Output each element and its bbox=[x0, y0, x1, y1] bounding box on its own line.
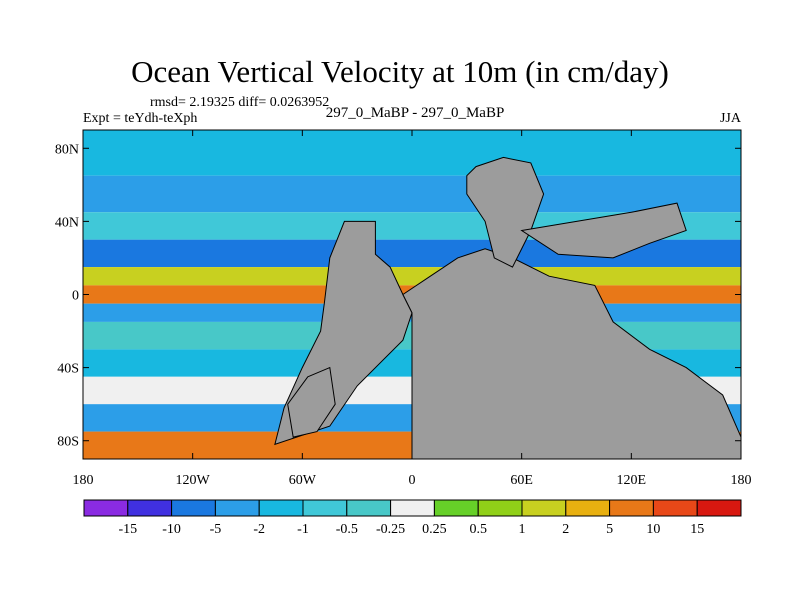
x-tick-label: 180 bbox=[73, 473, 94, 488]
colorbar-swatch bbox=[565, 499, 611, 517]
colorbar-swatch bbox=[521, 499, 567, 517]
colorbar-swatch bbox=[171, 499, 216, 517]
colorbar-swatch bbox=[214, 499, 260, 517]
x-tick-label: 120W bbox=[176, 473, 211, 488]
colorbar-label: 15 bbox=[690, 522, 704, 537]
rmsd-diff-stats: rmsd= 2.19325 diff= 0.0263952 bbox=[150, 95, 330, 110]
colorbar: -15 -10 -5 -2 -1 -0.5 -0.25 0.25 0.5 1 2 5 10 15 bbox=[83, 499, 742, 537]
comparison-label: 297_0_MaBP - 297_0_MaBP bbox=[325, 105, 505, 121]
colorbar-swatch bbox=[258, 499, 304, 517]
x-tick-label: 180 bbox=[731, 473, 752, 488]
map-title: Ocean Vertical Velocity at 10m (in cm/da… bbox=[131, 54, 669, 89]
colorbar-label: -1 bbox=[297, 522, 309, 537]
axis-ticks: 80N 40N 0 40S 80S 180 120W 60W 0 60E 120E 180 bbox=[55, 130, 752, 488]
colorbar-swatch bbox=[83, 499, 129, 517]
colorbar-swatch bbox=[390, 499, 435, 517]
southern-islands bbox=[287, 366, 336, 438]
experiment-label: Expt = teYdh-teXph bbox=[83, 111, 198, 126]
season-label: JJA bbox=[719, 111, 741, 126]
asia-east bbox=[520, 202, 687, 259]
ocean-band-0 bbox=[83, 130, 741, 176]
x-tick-label: 120E bbox=[617, 473, 647, 488]
colorbar-label: -0.5 bbox=[336, 522, 358, 537]
colorbar-label: 2 bbox=[562, 522, 569, 537]
ocean-band-4 bbox=[83, 267, 741, 286]
x-tick-label: 60W bbox=[289, 473, 317, 488]
colorbar-label: 0.5 bbox=[469, 522, 487, 537]
colorbar-swatch bbox=[346, 499, 392, 517]
y-tick-label: 40N bbox=[55, 215, 79, 230]
x-tick-label: 0 bbox=[409, 473, 416, 488]
colorbar-swatch bbox=[433, 499, 479, 517]
y-tick-label: 0 bbox=[72, 289, 79, 304]
colorbar-swatch bbox=[127, 499, 173, 517]
colorbar-label: -2 bbox=[253, 522, 265, 537]
y-tick-label: 80S bbox=[57, 435, 79, 450]
colorbar-swatch bbox=[302, 499, 348, 517]
x-tick-label: 60E bbox=[510, 473, 533, 488]
colorbar-label: -0.25 bbox=[376, 522, 405, 537]
colorbar-label: -15 bbox=[118, 522, 137, 537]
colorbar-swatch bbox=[609, 499, 654, 517]
colorbar-label: 5 bbox=[606, 522, 613, 537]
colorbar-swatch bbox=[696, 499, 742, 517]
colorbar-label: 10 bbox=[646, 522, 660, 537]
y-tick-label: 40S bbox=[57, 362, 79, 377]
colorbar-label: 0.25 bbox=[422, 522, 447, 537]
ocean-band-1 bbox=[83, 175, 741, 213]
colorbar-label: -10 bbox=[162, 522, 181, 537]
colorbar-label: 1 bbox=[519, 522, 526, 537]
colorbar-swatch bbox=[652, 499, 698, 517]
y-tick-label: 80N bbox=[55, 142, 79, 157]
map-plot bbox=[83, 130, 742, 460]
colorbar-label: -5 bbox=[210, 522, 222, 537]
colorbar-swatch bbox=[477, 499, 523, 517]
